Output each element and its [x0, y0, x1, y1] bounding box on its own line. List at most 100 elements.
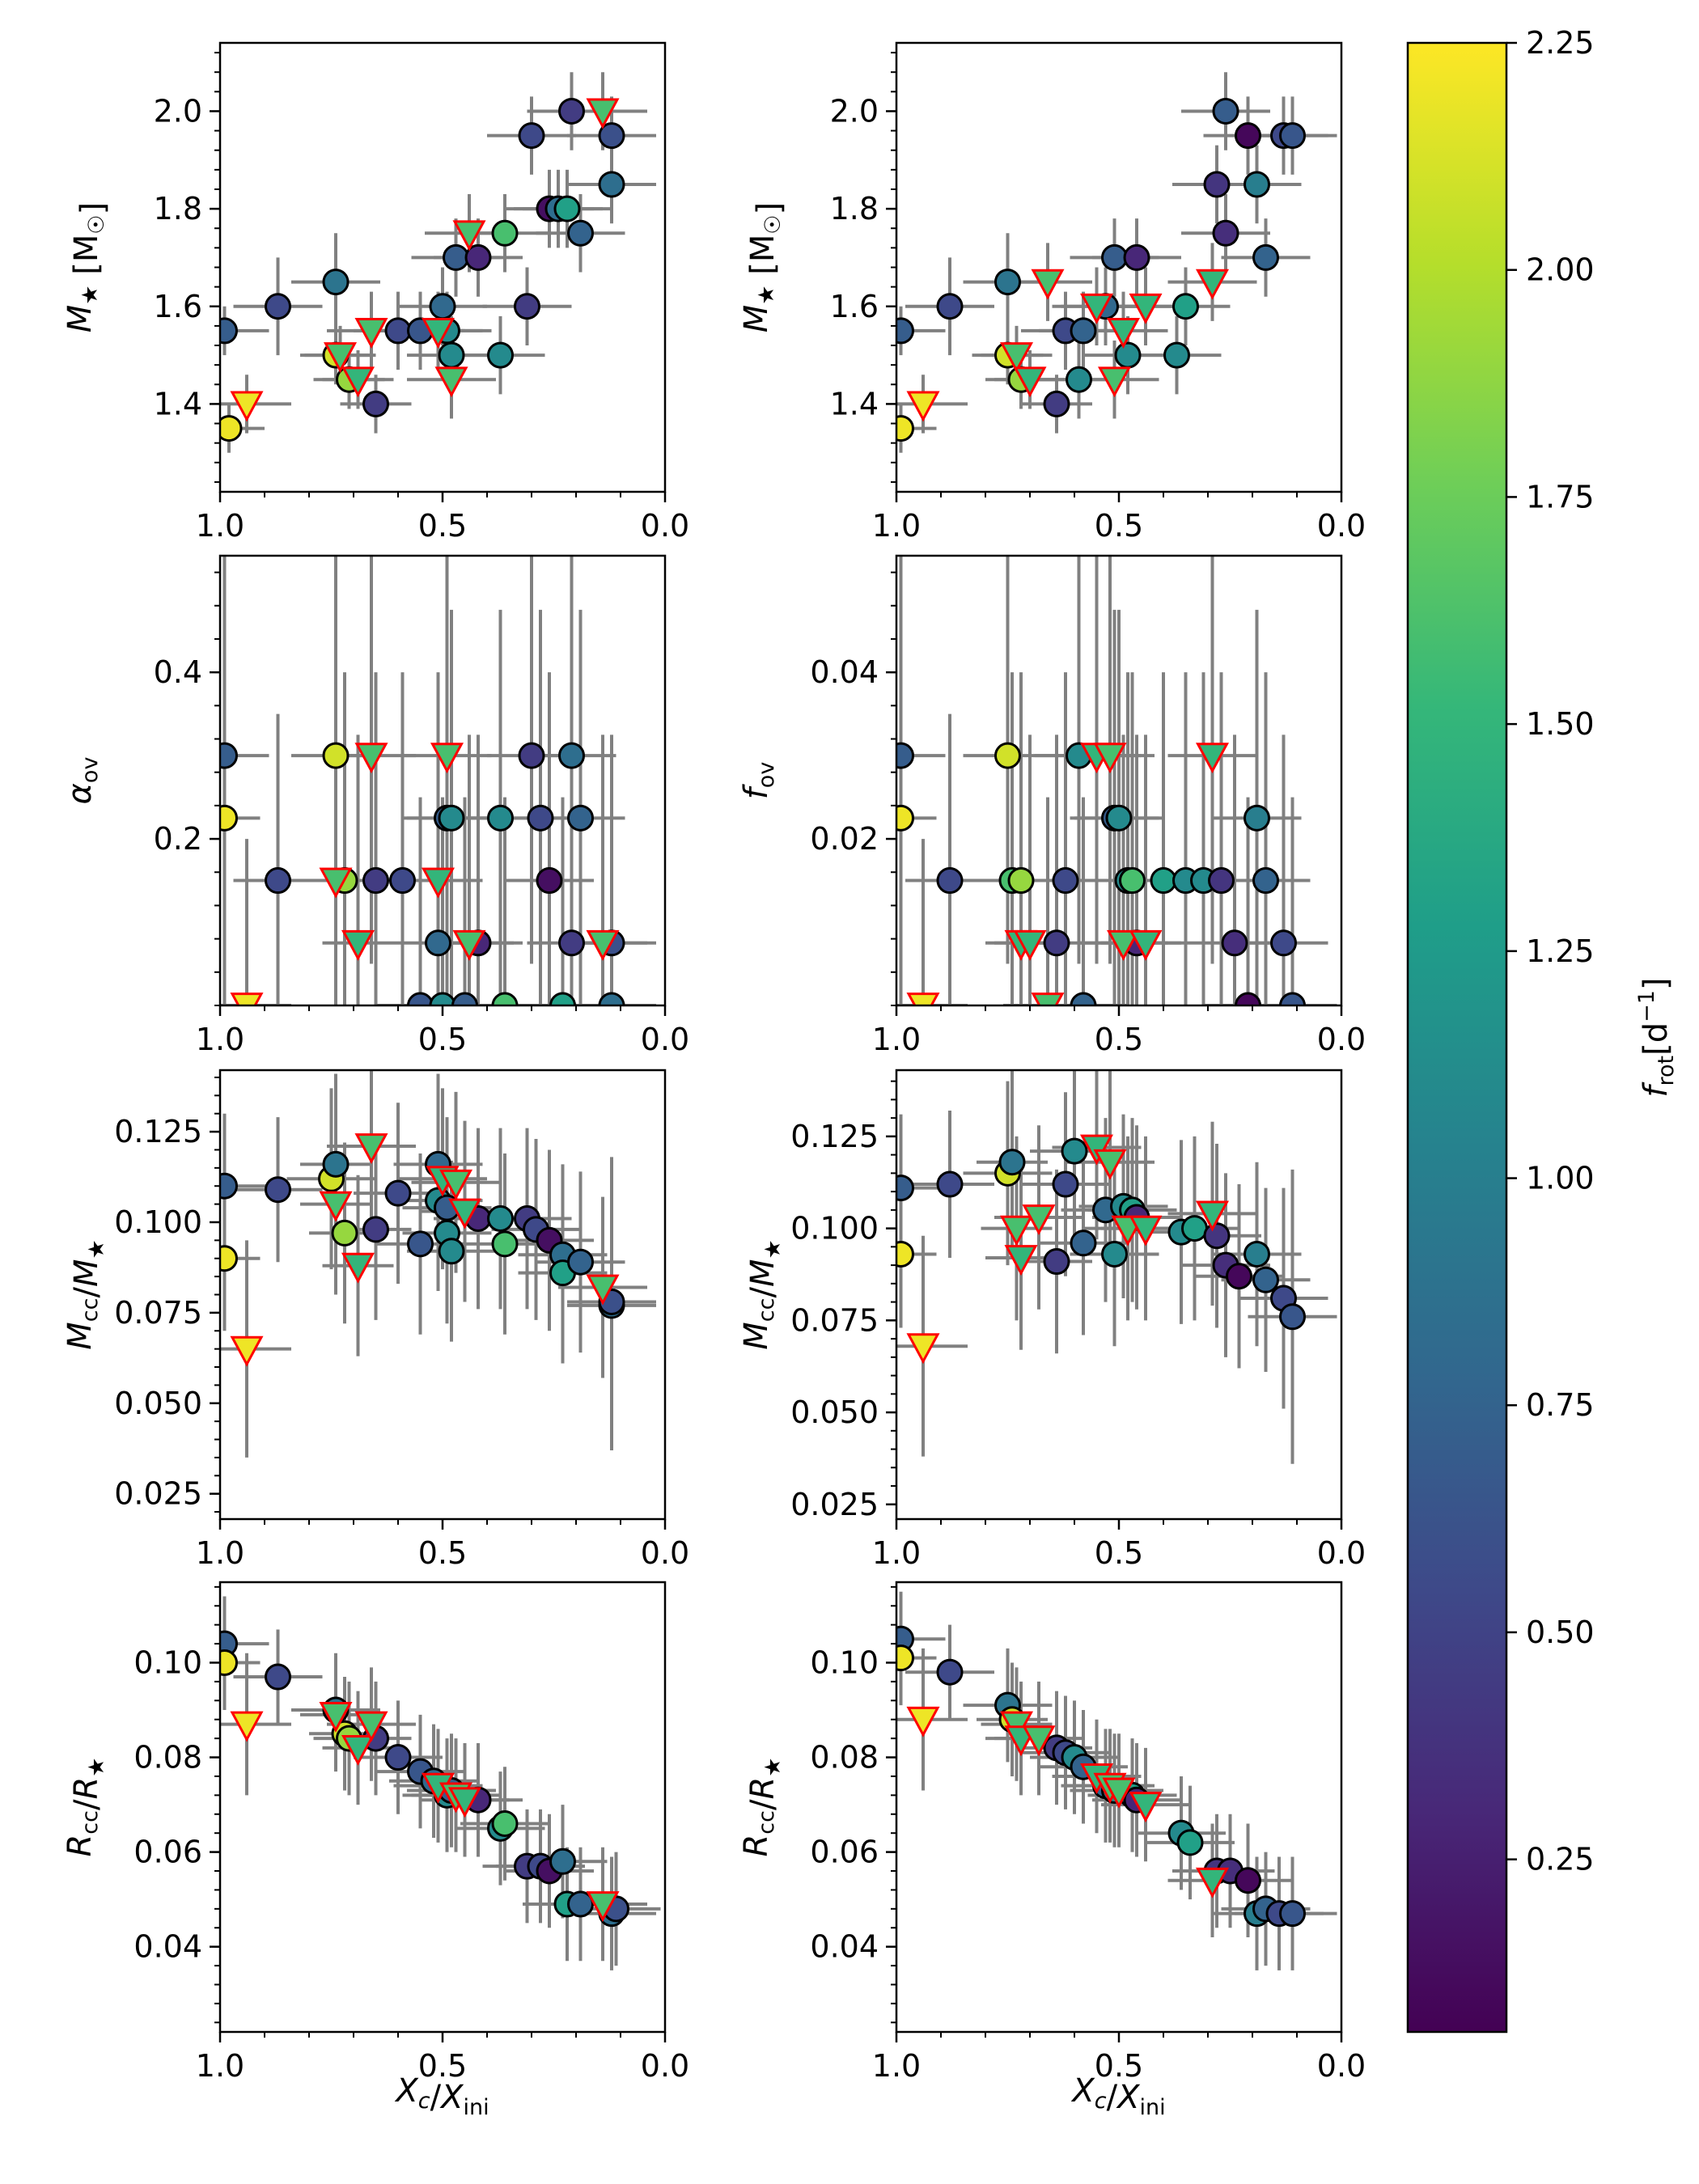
circle-marker — [896, 1240, 914, 1268]
y-axis-label: Rcc/R★ — [738, 1758, 786, 1857]
y-tick-label: 0.050 — [790, 1395, 879, 1430]
circle-marker — [518, 742, 545, 769]
triangle-marker — [1022, 1204, 1056, 1236]
circle-marker — [464, 243, 492, 271]
circle-marker — [1061, 1137, 1088, 1165]
circle-marker — [558, 929, 585, 957]
colorbar-tick-label: 2.25 — [1526, 25, 1595, 61]
x-tick-label: 1.0 — [872, 508, 921, 544]
triangle-marker — [1195, 269, 1230, 300]
circle-marker — [1203, 1222, 1231, 1250]
circle-marker — [1150, 867, 1177, 895]
y-tick-label: 0.04 — [133, 1929, 202, 1965]
circle-marker — [1163, 341, 1190, 369]
circle-marker — [514, 293, 540, 320]
circle-marker — [425, 929, 451, 957]
triangle-marker — [1102, 1777, 1136, 1809]
x-tick-label: 1.0 — [196, 1022, 244, 1057]
triangle-marker — [421, 318, 455, 349]
circle-marker — [362, 1216, 389, 1243]
circle-marker — [518, 122, 545, 150]
triangle-marker — [447, 1198, 482, 1230]
circle-marker — [1176, 1829, 1204, 1856]
triangle-marker — [999, 342, 1034, 374]
circle-marker — [438, 1238, 465, 1265]
circle-marker — [527, 804, 554, 832]
circle-marker — [331, 1219, 358, 1246]
circle-marker — [549, 1848, 576, 1875]
circle-marker — [1043, 929, 1070, 957]
triangle-marker — [906, 1706, 940, 1737]
circle-marker — [1070, 1230, 1097, 1257]
error-bars — [220, 556, 656, 1005]
markers — [220, 1630, 629, 1928]
x-tick-label: 0.0 — [1317, 1022, 1366, 1057]
triangle-marker — [1129, 929, 1163, 961]
x-tick-label: 0.5 — [418, 508, 467, 544]
triangle-marker — [341, 1734, 375, 1766]
colorbar-tick-label: 0.25 — [1526, 1842, 1595, 1877]
y-tick-label: 0.050 — [114, 1386, 202, 1421]
y-tick-label: 0.025 — [790, 1487, 879, 1522]
circle-marker — [491, 1809, 519, 1837]
x-tick-label: 0.5 — [418, 1022, 467, 1057]
circle-marker — [896, 317, 914, 345]
circle-marker — [362, 867, 389, 895]
triangle-marker — [586, 98, 620, 129]
circle-marker — [936, 867, 964, 895]
circle-marker — [598, 171, 625, 198]
circle-marker — [1043, 1248, 1070, 1276]
circle-marker — [1007, 867, 1035, 895]
circle-marker — [487, 1205, 514, 1233]
triangle-marker — [354, 1133, 388, 1165]
triangle-marker — [341, 929, 375, 961]
circle-marker — [491, 1230, 519, 1258]
panel-rcc-left: 0.04 0.06 0.08 0.10 1.0 0.5 0.0 Rcc/R★ Xc/Xini — [61, 1581, 689, 2120]
circle-marker — [1212, 97, 1239, 125]
circle-marker — [384, 1179, 412, 1207]
triangle-marker — [421, 867, 455, 899]
circle-marker — [487, 804, 514, 832]
triangle-marker — [230, 1335, 264, 1367]
circle-marker — [994, 742, 1021, 769]
circle-marker — [1244, 1240, 1270, 1268]
triangle-marker — [1195, 743, 1230, 774]
markers — [220, 1133, 625, 1367]
circle-marker — [407, 992, 434, 1005]
circle-marker — [598, 122, 625, 150]
triangle-marker — [906, 993, 940, 1005]
circle-marker — [549, 992, 576, 1005]
y-tick-label: 0.02 — [810, 821, 879, 857]
circle-marker — [936, 1658, 964, 1686]
x-tick-label: 0.5 — [418, 2048, 467, 2084]
y-tick-label: 0.075 — [114, 1295, 202, 1331]
y-tick-label: 0.04 — [810, 654, 879, 690]
colorbar: 0.25 0.50 0.75 1.00 1.25 1.50 1.75 2.00 2.25 frot… — [1406, 25, 1679, 2034]
triangle-marker — [341, 366, 375, 398]
x-axis-label: Xc/Xini — [394, 2072, 489, 2120]
circle-marker — [487, 341, 514, 369]
y-tick-label: 0.10 — [810, 1644, 879, 1680]
triangle-marker — [354, 318, 388, 349]
circle-marker — [896, 804, 914, 832]
triangle-marker — [452, 220, 486, 252]
circle-marker — [1052, 1170, 1079, 1198]
triangle-marker — [1079, 293, 1114, 324]
triangle-marker — [1079, 1134, 1114, 1166]
circle-marker — [994, 269, 1021, 296]
triangle-marker — [439, 1169, 473, 1200]
x-tick-label: 0.5 — [1095, 2048, 1143, 2084]
triangle-marker — [586, 1274, 620, 1306]
y-tick-label: 0.2 — [154, 821, 202, 857]
x-tick-label: 0.0 — [641, 1022, 689, 1057]
circle-marker — [558, 742, 585, 769]
circle-marker — [1105, 804, 1133, 832]
circle-marker — [1212, 219, 1239, 247]
triangle-marker — [1106, 318, 1141, 349]
circle-marker — [567, 1248, 594, 1276]
y-axis-label: fov — [738, 762, 779, 800]
triangle-marker — [319, 1701, 353, 1733]
triangle-marker — [1129, 1792, 1163, 1823]
circle-marker — [936, 293, 964, 320]
